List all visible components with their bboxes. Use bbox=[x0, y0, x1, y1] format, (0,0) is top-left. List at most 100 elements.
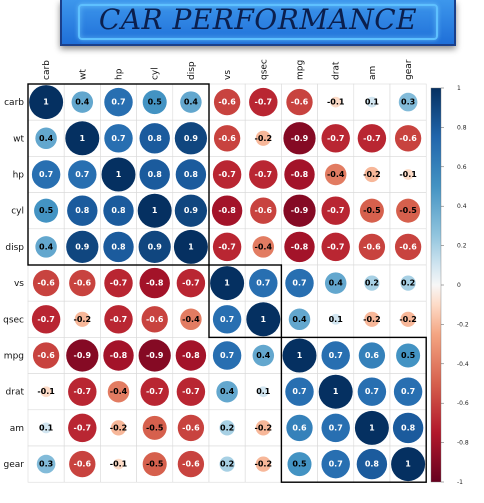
correlation-value-label: 0.4 bbox=[75, 98, 90, 107]
correlation-circle bbox=[177, 414, 205, 442]
correlation-circle bbox=[402, 169, 414, 180]
correlation-circle bbox=[321, 449, 350, 479]
correlation-circle bbox=[142, 90, 167, 115]
legend-tick-label: -0.4 bbox=[457, 361, 469, 368]
correlation-value-label: 0.2 bbox=[401, 279, 415, 288]
correlation-circle bbox=[330, 96, 342, 108]
correlation-circle bbox=[34, 198, 59, 223]
grid-cell bbox=[136, 409, 174, 447]
correlation-value-label: 0.7 bbox=[111, 134, 125, 143]
correlation-circle bbox=[103, 231, 134, 263]
correlation-circle bbox=[138, 230, 171, 264]
correlation-circle bbox=[174, 194, 208, 227]
correlation-circle bbox=[282, 338, 317, 373]
correlation-circle bbox=[212, 232, 242, 262]
title-banner: CAR PERFORMANCE bbox=[60, 0, 456, 46]
correlation-value-label: 0.7 bbox=[220, 315, 234, 324]
legend-tick-label: 1 bbox=[457, 85, 461, 92]
correlation-value-label: 1 bbox=[261, 315, 267, 324]
correlation-value-label: -0.2 bbox=[363, 170, 381, 179]
correlation-circle bbox=[104, 124, 133, 153]
correlation-value-label: -0.2 bbox=[399, 315, 417, 324]
row-label: hp bbox=[13, 171, 25, 181]
correlation-circle bbox=[400, 275, 416, 291]
correlation-circle bbox=[175, 340, 207, 371]
correlation-circle bbox=[249, 160, 278, 189]
correlation-circle bbox=[177, 450, 205, 478]
correlation-circle bbox=[173, 229, 208, 264]
column-label: qsec bbox=[259, 59, 269, 80]
correlation-value-label: -0.7 bbox=[218, 170, 236, 179]
correlation-value-label: 0.7 bbox=[329, 423, 343, 432]
correlation-circle bbox=[219, 456, 235, 472]
correlation-value-label: 1 bbox=[43, 98, 49, 107]
correlation-circle bbox=[324, 272, 347, 294]
correlation-value-label: -0.6 bbox=[218, 98, 236, 107]
cluster-box bbox=[280, 336, 427, 483]
correlation-value-label: 1 bbox=[80, 134, 86, 143]
correlation-circle bbox=[35, 127, 57, 150]
correlation-circle bbox=[137, 193, 172, 228]
column-label: am bbox=[368, 66, 378, 80]
correlation-value-label: -0.2 bbox=[255, 423, 273, 432]
correlation-value-label: -0.7 bbox=[255, 170, 273, 179]
correlation-value-label: 0.8 bbox=[111, 242, 126, 251]
correlation-circle bbox=[359, 198, 384, 223]
correlation-value-label: -0.8 bbox=[146, 279, 164, 288]
correlation-value-label: 0.9 bbox=[148, 242, 163, 251]
correlation-circle bbox=[68, 377, 97, 406]
correlation-value-label: -0.5 bbox=[399, 206, 417, 215]
correlation-value-label: 0.4 bbox=[39, 134, 54, 143]
correlation-value-label: -0.7 bbox=[327, 206, 345, 215]
column-label: disp bbox=[187, 61, 197, 80]
row-label: drat bbox=[6, 388, 25, 398]
correlation-value-label: 0.5 bbox=[292, 460, 307, 469]
correlation-value-label: 0.7 bbox=[75, 170, 89, 179]
correlation-circle bbox=[358, 233, 386, 261]
correlation-value-label: 0.7 bbox=[365, 387, 379, 396]
correlation-circle bbox=[318, 374, 353, 409]
correlation-circle bbox=[104, 87, 133, 117]
correlation-circle bbox=[366, 96, 378, 108]
cluster-box bbox=[208, 264, 283, 339]
correlation-value-label: 0.7 bbox=[401, 387, 415, 396]
column-label: hp bbox=[115, 68, 125, 80]
correlation-value-label: -0.9 bbox=[291, 206, 309, 215]
correlation-circle bbox=[40, 422, 52, 434]
cluster-box bbox=[27, 83, 210, 266]
correlation-circle bbox=[176, 377, 206, 406]
correlation-circle bbox=[212, 160, 242, 189]
correlation-circle bbox=[113, 458, 124, 470]
correlation-circle bbox=[175, 159, 207, 190]
row-label: am bbox=[10, 424, 24, 434]
correlation-value-label: -0.6 bbox=[218, 134, 236, 143]
correlation-circle bbox=[140, 377, 169, 406]
correlation-value-label: -0.5 bbox=[146, 460, 164, 469]
correlation-circle bbox=[66, 339, 99, 372]
correlation-value-label: 0.5 bbox=[401, 351, 416, 360]
correlation-circle bbox=[321, 196, 350, 225]
correlation-value-label: -0.8 bbox=[291, 242, 309, 251]
row-label: cyl bbox=[11, 207, 24, 217]
legend-tick-label: -0.2 bbox=[457, 321, 469, 328]
correlation-circle bbox=[285, 268, 314, 298]
grid-cell bbox=[317, 83, 355, 121]
correlation-circle bbox=[139, 159, 170, 190]
correlation-value-label: -0.5 bbox=[146, 423, 164, 432]
legend-tick-label: -0.6 bbox=[457, 400, 469, 407]
correlation-value-label: -0.2 bbox=[255, 134, 273, 143]
row-label: disp bbox=[5, 243, 24, 253]
correlation-circle bbox=[40, 386, 52, 398]
correlation-value-label: -0.9 bbox=[74, 351, 92, 360]
title-banner-frame bbox=[78, 4, 438, 40]
correlation-value-label: -0.8 bbox=[110, 351, 128, 360]
correlation-circle bbox=[252, 344, 275, 367]
correlation-circle bbox=[249, 87, 278, 117]
correlation-circle bbox=[103, 340, 134, 371]
correlation-circle bbox=[394, 125, 422, 152]
correlation-circle bbox=[354, 410, 389, 445]
correlation-value-label: 0.7 bbox=[329, 351, 343, 360]
row-label: qsec bbox=[3, 315, 24, 325]
correlation-value-label: -0.7 bbox=[37, 315, 55, 324]
